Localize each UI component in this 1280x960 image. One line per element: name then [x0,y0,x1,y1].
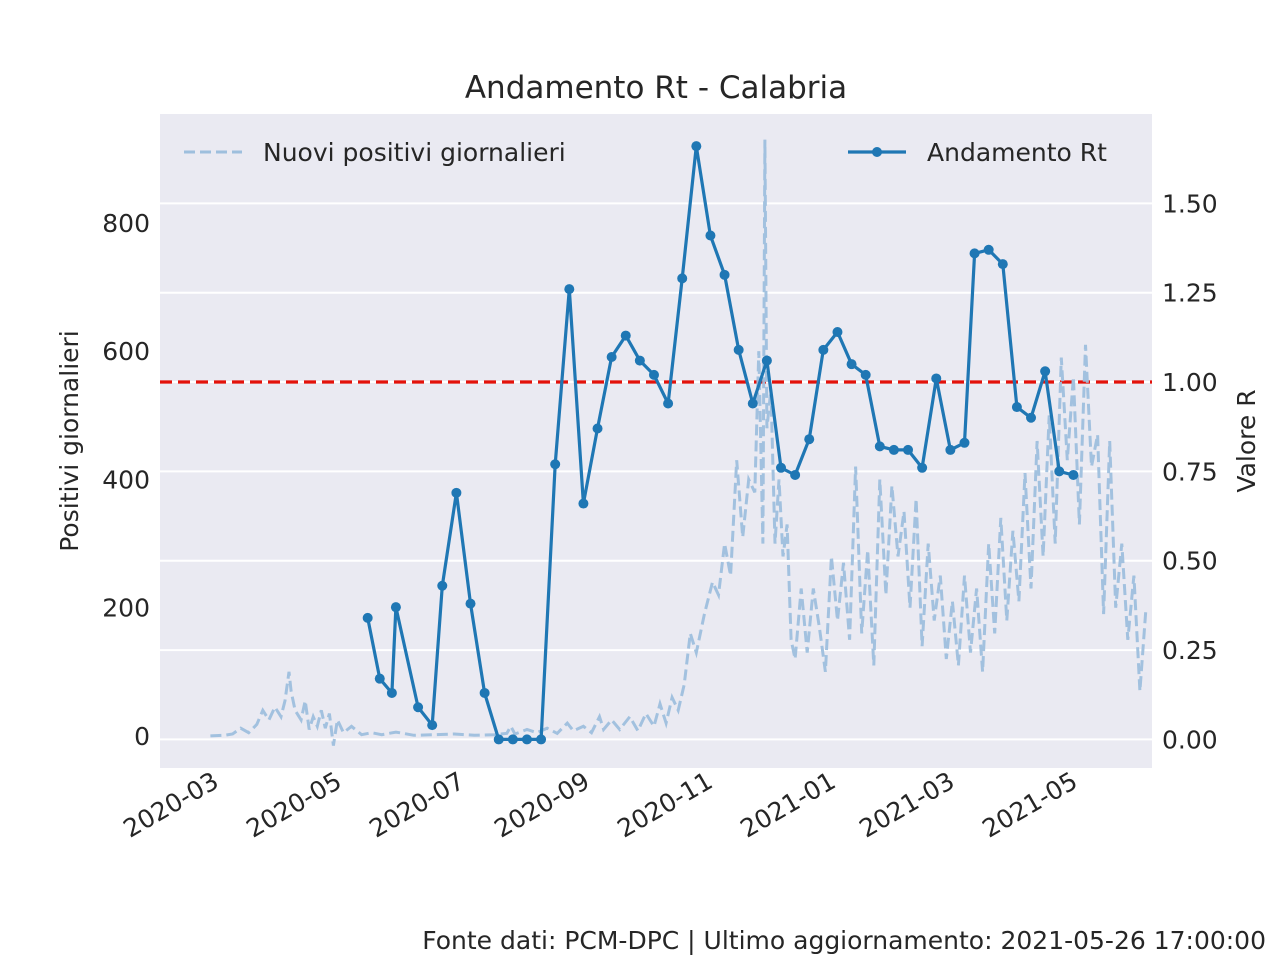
legend: Nuovi positivi giornalieri Andamento Rt [184,138,1107,167]
y-axis-right-ticks: 0.00 0.25 0.50 0.75 1.00 1.25 1.50 [1162,189,1218,754]
rt-point [648,369,659,380]
rt-point [451,487,462,498]
rt-point [1068,469,1079,480]
rt-point [390,602,401,613]
rt-point [677,273,688,284]
rt-point [888,444,899,455]
x-tick-label: 2021-03 [854,766,959,843]
x-tick-label: 2020-05 [241,766,346,843]
rt-point [592,423,603,434]
rt-point [479,687,490,698]
x-tick-label: 2021-05 [977,766,1082,843]
rt-point [917,462,928,473]
legend-rt-label: Andamento Rt [927,138,1107,167]
y-tick-label-left: 0 [134,722,150,751]
y-tick-label-right: 1.00 [1162,368,1218,397]
y-axis-left-ticks: 0 200 400 600 800 [102,209,150,751]
x-axis-ticks: 2020-03 2020-05 2020-07 2020-09 2020-11 2021-… [118,766,1082,843]
y-tick-label-right: 1.25 [1162,279,1218,308]
rt-point [997,259,1008,270]
x-tick-label: 2021-01 [735,766,840,843]
x-tick-label: 2020-07 [364,766,469,843]
rt-line [366,144,1074,742]
rt-point [1026,412,1037,423]
rt-point [983,244,994,255]
rt-point [564,284,575,295]
rt-point [719,269,730,280]
x-tick-label: 2020-03 [118,766,223,843]
y-tick-label-left: 400 [102,465,150,494]
rt-point [945,444,956,455]
rt-point [969,248,980,259]
chart-title: Andamento Rt - Calabria [465,70,847,106]
y-tick-label-right: 1.50 [1162,189,1218,218]
rt-point [931,373,942,384]
rt-point [663,398,674,409]
daily-positives-line [210,139,1148,746]
rt-point [874,441,885,452]
y-tick-label-right: 0.75 [1162,457,1218,486]
daily-series-group [210,139,1148,746]
rt-point [521,734,532,745]
rt-point [507,734,518,745]
rt-point [761,355,772,366]
rt-series-group [362,141,1079,745]
y-tick-label-left: 200 [102,594,150,623]
y-tick-label-right: 0.25 [1162,636,1218,665]
plot-area [160,114,1152,768]
rt-point [493,734,504,745]
rt-point [1054,466,1065,477]
rt-point [362,612,373,623]
rt-point [413,702,424,713]
y-tick-label-left: 600 [102,337,150,366]
rt-point [374,673,385,684]
rt-point [465,598,476,609]
footer-source: Fonte dati: PCM-DPC | Ultimo aggiornamen… [422,926,1266,955]
rt-point [705,230,716,241]
rt-point [776,462,787,473]
x-tick-label: 2020-09 [489,766,594,843]
rt-point [747,398,758,409]
rt-point [832,327,843,337]
y-axis-right-label: Valore R [1232,389,1261,492]
rt-point [733,344,744,355]
rt-point [818,344,829,355]
x-tick-label: 2020-11 [612,766,717,843]
rt-point [691,141,702,152]
rt-point [550,459,561,470]
legend-rt-marker [872,147,882,157]
rt-point [903,444,914,455]
legend-daily-label: Nuovi positivi giornalieri [263,138,566,167]
rt-point [536,734,547,745]
rt-point [386,687,397,698]
rt-point [959,437,970,448]
rt-point [790,469,801,480]
rt-point [437,580,448,591]
y-tick-label-right: 0.00 [1162,725,1218,754]
rt-point [846,359,857,370]
rt-point [620,330,631,341]
rt-point [634,355,645,366]
y-tick-label-left: 800 [102,209,150,238]
rt-point [1011,402,1022,413]
rt-point [804,434,815,445]
rt-point [427,720,438,731]
y-axis-left-label: Positivi giornalieri [55,330,84,552]
y-tick-label-right: 0.50 [1162,547,1218,576]
rt-point [1040,366,1051,377]
rt-point [606,352,617,363]
rt-point [860,369,871,380]
rt-point [578,498,589,509]
